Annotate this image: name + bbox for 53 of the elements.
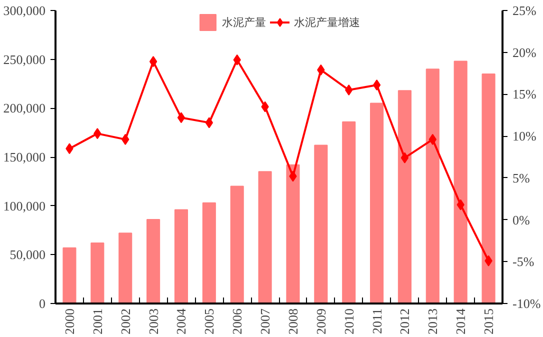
bar xyxy=(370,102,384,304)
x-tick-label: 2002 xyxy=(118,308,133,334)
point xyxy=(400,152,409,164)
x-tick-label: 2007 xyxy=(258,308,273,334)
x-tick-label: 2014 xyxy=(453,308,468,334)
point xyxy=(177,112,186,124)
x-tick-label: 2001 xyxy=(90,308,105,334)
y2-tick-label: 5% xyxy=(512,170,530,186)
y2-tick-label: 25% xyxy=(512,3,536,18)
x-tick-label: 2005 xyxy=(202,308,217,334)
x-tick-label: 2006 xyxy=(230,308,245,334)
bar xyxy=(146,219,160,304)
y2-tick-label: 0% xyxy=(512,212,530,228)
bar xyxy=(454,60,468,304)
bar xyxy=(398,90,412,304)
legend-label: 水泥产量增速 xyxy=(294,14,360,30)
x-tick-label: 2012 xyxy=(397,308,412,334)
point xyxy=(149,56,158,68)
x-tick-label: 2003 xyxy=(146,308,161,334)
bar xyxy=(174,209,188,304)
y-tick-label: 200,000 xyxy=(3,100,46,116)
bar xyxy=(202,202,216,304)
y-tick-label: 300,000 xyxy=(3,3,46,18)
y-tick-label: 0 xyxy=(39,296,46,311)
y2-tick-label: -10% xyxy=(512,296,541,311)
bar xyxy=(426,68,440,304)
y2-tick-label: -5% xyxy=(512,254,534,270)
y-tick-label: 250,000 xyxy=(3,52,46,67)
x-tick-label: 2009 xyxy=(313,308,328,334)
x-tick-label: 2000 xyxy=(62,308,77,334)
bar xyxy=(230,186,244,304)
x-tick-label: 2010 xyxy=(341,308,356,334)
y-tick-label: 100,000 xyxy=(3,198,46,214)
bar xyxy=(62,247,76,304)
x-tick-label: 2013 xyxy=(425,308,440,334)
point xyxy=(372,80,381,91)
bar xyxy=(286,164,300,304)
bar xyxy=(482,73,496,304)
x-tick-label: 2004 xyxy=(174,308,189,334)
y-tick-label: 50,000 xyxy=(10,247,46,262)
x-tick-label: 2008 xyxy=(285,308,300,334)
bar xyxy=(314,144,328,304)
x-tick-label: 2011 xyxy=(369,308,384,334)
bar xyxy=(258,171,272,304)
bar xyxy=(118,232,132,304)
legend-label: 水泥产量 xyxy=(222,14,266,30)
x-tick-label: 2015 xyxy=(481,308,496,334)
bar xyxy=(342,121,356,304)
y2-tick-label: 20% xyxy=(512,44,536,60)
y-tick-label: 150,000 xyxy=(3,150,46,164)
y2-tick-label: 10% xyxy=(512,128,536,144)
bar xyxy=(90,242,104,304)
y2-tick-label: 15% xyxy=(512,86,536,102)
